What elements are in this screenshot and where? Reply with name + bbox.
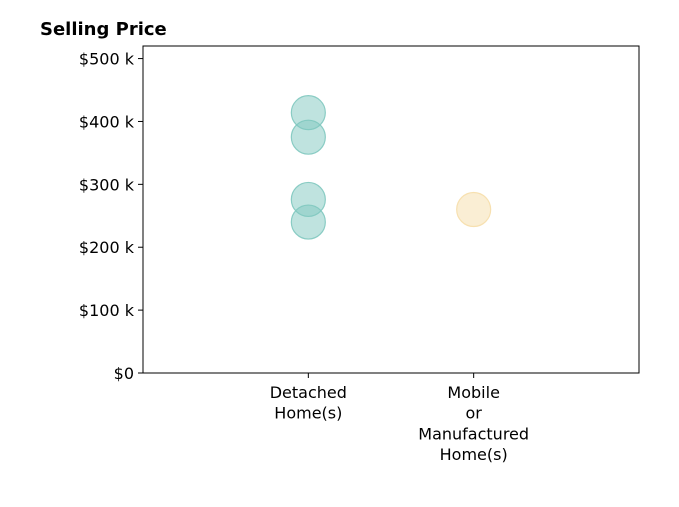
y-tick-label: $200 k <box>79 238 135 257</box>
data-point <box>290 119 326 155</box>
y-axis: $0 $100 k $200 k $300 k $400 k $500 k <box>79 50 143 383</box>
data-points <box>290 95 492 240</box>
y-tick-label: $0 <box>114 364 134 383</box>
y-tick-label: $300 k <box>79 175 135 194</box>
x-tick-label: Home(s) <box>440 445 508 464</box>
x-tick-label: or <box>465 404 482 423</box>
x-tick-label: Detached <box>270 383 347 402</box>
x-tick-label: Manufactured <box>418 424 529 443</box>
y-tick-label: $100 k <box>79 301 135 320</box>
data-point <box>456 191 492 228</box>
chart-title: Selling Price <box>40 19 167 40</box>
y-tick-label: $400 k <box>79 112 135 131</box>
x-tick-label: Mobile <box>447 383 499 402</box>
data-point <box>290 204 326 240</box>
x-tick-label: Home(s) <box>274 404 342 423</box>
y-tick-label: $500 k <box>79 50 135 69</box>
plot-area-frame <box>142 45 640 374</box>
